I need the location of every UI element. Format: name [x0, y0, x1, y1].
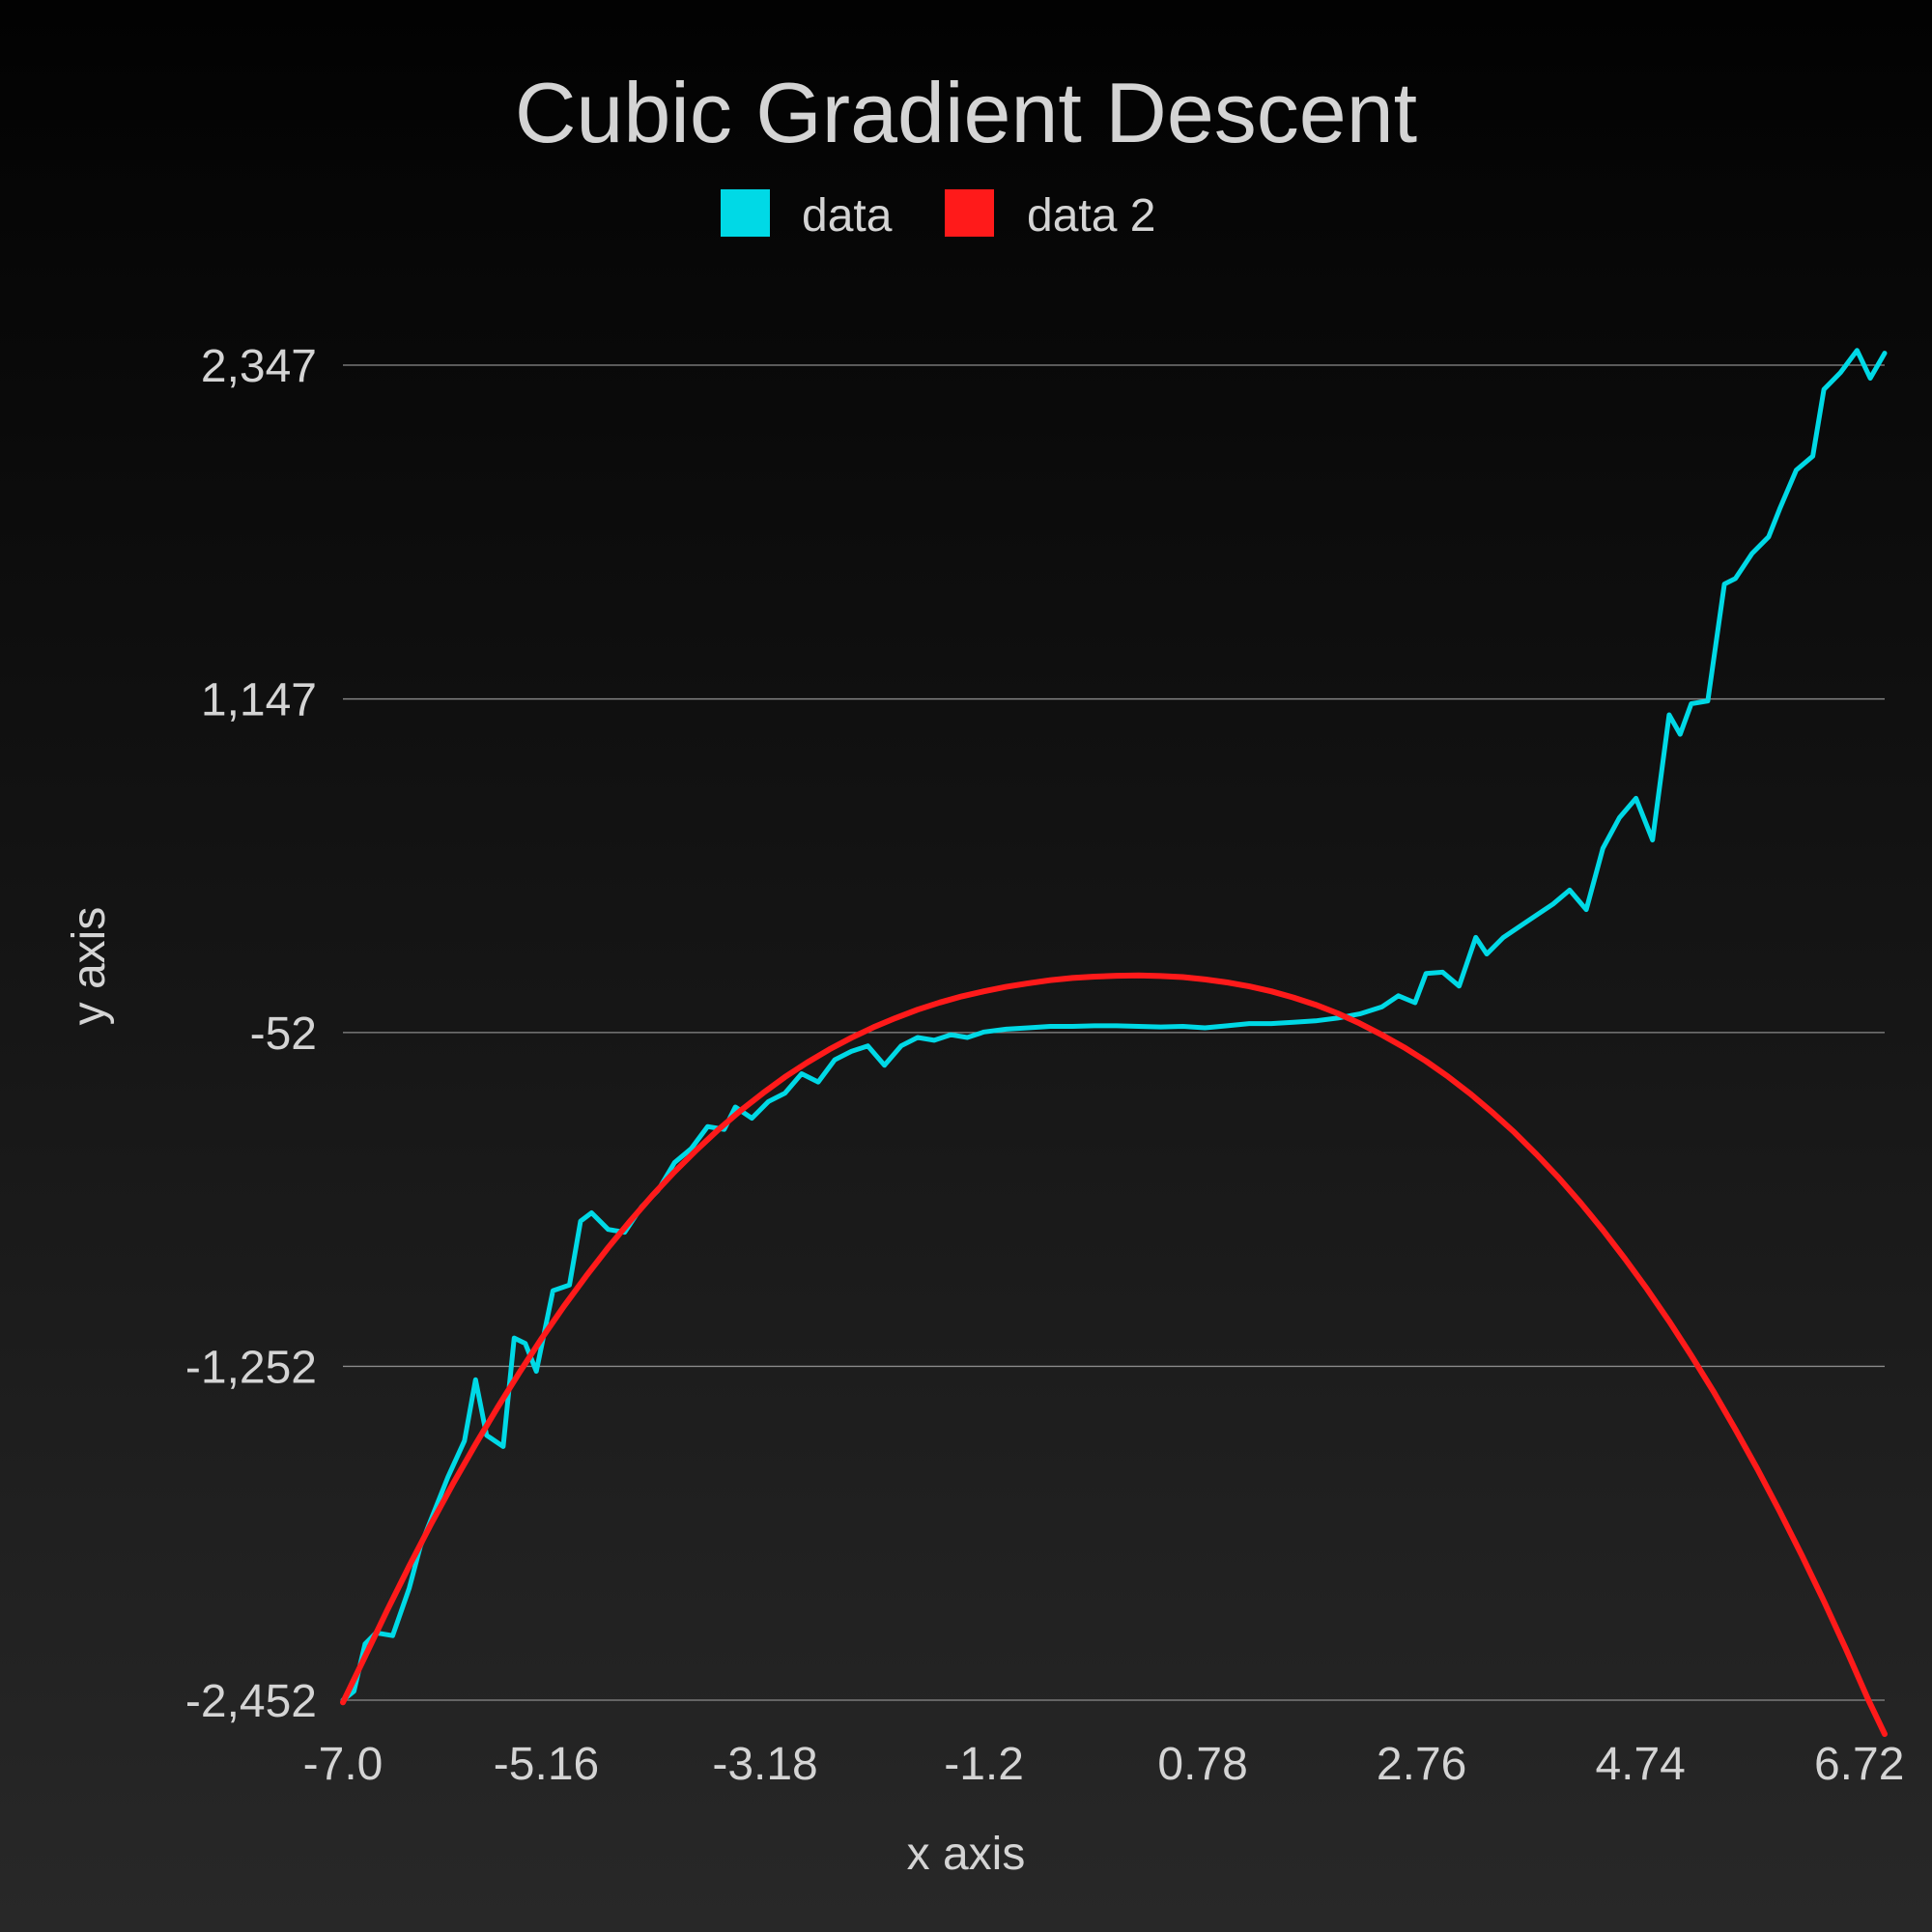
legend-swatch-data: [721, 189, 770, 237]
x-tick-label: -5.16: [494, 1739, 599, 1790]
x-tick-label: -7.0: [303, 1739, 384, 1790]
y-axis-label: y axis: [64, 907, 115, 1026]
x-axis-label: x axis: [907, 1829, 1026, 1880]
legend-swatch-data-2: [945, 189, 994, 237]
x-tick-label: -3.18: [712, 1739, 817, 1790]
chart-title: Cubic Gradient Descent: [515, 65, 1417, 160]
series-line-data: [340, 348, 1888, 1703]
y-tick-label: 1,147: [201, 675, 317, 726]
x-tick-label: 0.78: [1157, 1739, 1247, 1790]
series-lines: [340, 348, 1888, 1738]
x-tick-labels: -7.0 -5.16 -3.18 -1.2 0.78 2.76 4.74 6.72: [303, 1739, 1905, 1790]
x-tick-label: -1.2: [944, 1739, 1024, 1790]
y-tick-label: -52: [250, 1009, 317, 1060]
x-tick-label: 6.72: [1814, 1739, 1904, 1790]
legend-label-data-2: data 2: [1027, 190, 1155, 242]
legend: data data 2: [721, 189, 1155, 242]
y-tick-label: -2,452: [185, 1676, 317, 1727]
y-tick-label: 2,347: [201, 341, 317, 392]
y-tick-labels: -2,452 -1,252 -52 1,147 2,347: [185, 341, 317, 1727]
legend-label-data: data: [802, 190, 893, 242]
y-tick-label: -1,252: [185, 1342, 317, 1393]
x-tick-label: 2.76: [1377, 1739, 1466, 1790]
x-tick-label: 4.74: [1595, 1739, 1685, 1790]
series-line-data-2: [340, 972, 1888, 1738]
y-gridlines: [343, 364, 1885, 1701]
